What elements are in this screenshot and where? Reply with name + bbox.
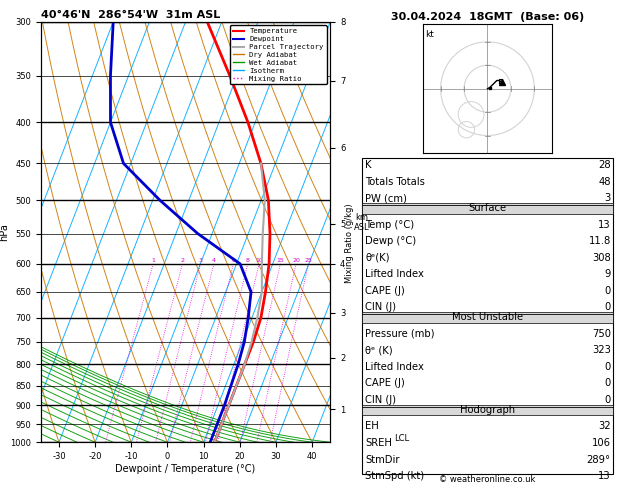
Legend: Temperature, Dewpoint, Parcel Trajectory, Dry Adiabat, Wet Adiabat, Isotherm, Mi: Temperature, Dewpoint, Parcel Trajectory… bbox=[230, 25, 326, 85]
Text: CIN (J): CIN (J) bbox=[365, 395, 396, 405]
Text: 750: 750 bbox=[592, 329, 611, 339]
Text: 6: 6 bbox=[231, 258, 236, 263]
Text: CAPE (J): CAPE (J) bbox=[365, 286, 405, 296]
Text: 2: 2 bbox=[181, 258, 185, 263]
Text: PW (cm): PW (cm) bbox=[365, 193, 408, 204]
Text: 0: 0 bbox=[604, 286, 611, 296]
Text: Hodograph: Hodograph bbox=[460, 405, 515, 415]
Text: Most Unstable: Most Unstable bbox=[452, 312, 523, 322]
Text: © weatheronline.co.uk: © weatheronline.co.uk bbox=[439, 474, 536, 484]
Text: 28: 28 bbox=[598, 160, 611, 171]
Text: 13: 13 bbox=[598, 220, 611, 230]
Text: Lifted Index: Lifted Index bbox=[365, 269, 425, 279]
Text: Dewp (°C): Dewp (°C) bbox=[365, 236, 416, 246]
Text: 1: 1 bbox=[152, 258, 155, 263]
Text: 0: 0 bbox=[604, 362, 611, 372]
Text: 32: 32 bbox=[598, 421, 611, 432]
Text: LCL: LCL bbox=[394, 434, 409, 443]
Text: 10: 10 bbox=[255, 258, 263, 263]
Text: 3: 3 bbox=[604, 193, 611, 204]
Text: kt: kt bbox=[425, 30, 434, 39]
Text: 20: 20 bbox=[292, 258, 300, 263]
Text: Pressure (mb): Pressure (mb) bbox=[365, 329, 435, 339]
Text: 4: 4 bbox=[212, 258, 216, 263]
Text: 13: 13 bbox=[598, 471, 611, 481]
Text: 323: 323 bbox=[592, 346, 611, 355]
Text: 0: 0 bbox=[604, 395, 611, 405]
X-axis label: Dewpoint / Temperature (°C): Dewpoint / Temperature (°C) bbox=[116, 464, 255, 474]
Text: CAPE (J): CAPE (J) bbox=[365, 379, 405, 388]
Text: 106: 106 bbox=[592, 438, 611, 448]
Text: 9: 9 bbox=[604, 269, 611, 279]
Text: 0: 0 bbox=[604, 379, 611, 388]
Text: Temp (°C): Temp (°C) bbox=[365, 220, 415, 230]
Text: Mixing Ratio (g/kg): Mixing Ratio (g/kg) bbox=[345, 203, 353, 283]
Text: 11.8: 11.8 bbox=[589, 236, 611, 246]
Text: 25: 25 bbox=[304, 258, 313, 263]
Text: θᵉ (K): θᵉ (K) bbox=[365, 346, 393, 355]
Text: 40°46'N  286°54'W  31m ASL: 40°46'N 286°54'W 31m ASL bbox=[41, 10, 220, 20]
Text: 15: 15 bbox=[277, 258, 284, 263]
Text: SREH: SREH bbox=[365, 438, 392, 448]
Text: 0: 0 bbox=[604, 302, 611, 312]
Text: 30.04.2024  18GMT  (Base: 06): 30.04.2024 18GMT (Base: 06) bbox=[391, 12, 584, 22]
Y-axis label: hPa: hPa bbox=[0, 223, 9, 241]
Text: 3: 3 bbox=[199, 258, 203, 263]
Text: 308: 308 bbox=[592, 253, 611, 263]
Text: 8: 8 bbox=[246, 258, 250, 263]
Text: Totals Totals: Totals Totals bbox=[365, 177, 425, 187]
Text: EH: EH bbox=[365, 421, 379, 432]
Text: CIN (J): CIN (J) bbox=[365, 302, 396, 312]
Text: θᵉ(K): θᵉ(K) bbox=[365, 253, 390, 263]
Y-axis label: km
ASL: km ASL bbox=[354, 213, 370, 232]
Text: K: K bbox=[365, 160, 372, 171]
Text: StmSpd (kt): StmSpd (kt) bbox=[365, 471, 425, 481]
Text: 289°: 289° bbox=[587, 454, 611, 465]
Text: StmDir: StmDir bbox=[365, 454, 400, 465]
Text: 48: 48 bbox=[598, 177, 611, 187]
Text: Lifted Index: Lifted Index bbox=[365, 362, 425, 372]
Text: Surface: Surface bbox=[469, 204, 506, 213]
